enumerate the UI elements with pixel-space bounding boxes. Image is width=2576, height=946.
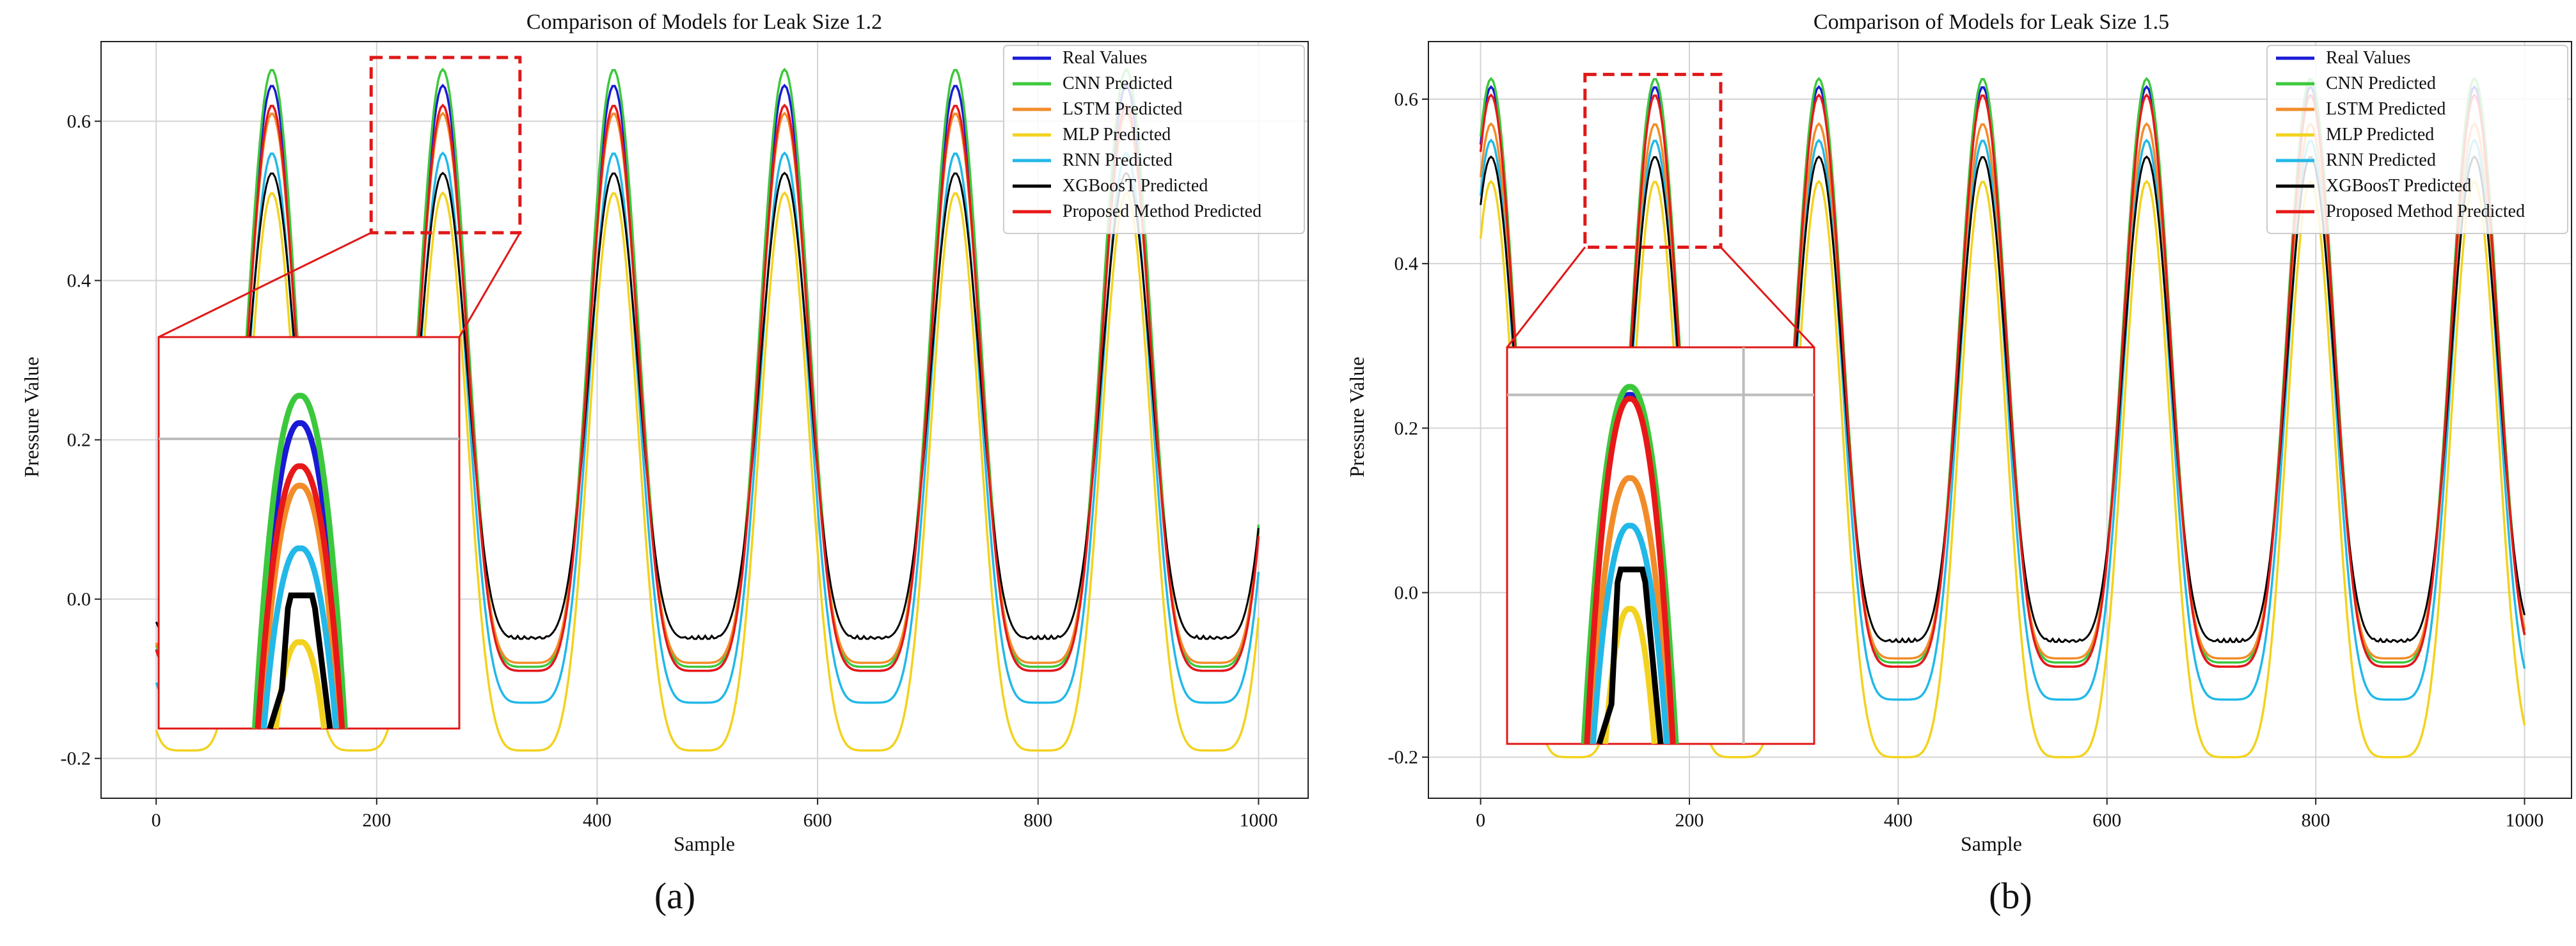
zoom-connector: [1719, 246, 1815, 349]
inset-curve-rnn-predicted: [261, 545, 339, 729]
y-axis-label: Pressure Value: [20, 357, 43, 478]
y-tick-label: 0.0: [67, 589, 91, 610]
legend-label: CNN Predicted: [1063, 74, 1173, 93]
x-axis-label: Sample: [1961, 832, 2022, 855]
series-line-mlp-predicted: [1479, 179, 2526, 759]
legend-label: LSTM Predicted: [1063, 99, 1182, 119]
inset-box: [157, 336, 461, 730]
legend-label: XGBoosT Predicted: [1063, 176, 1208, 196]
x-tick-label: 200: [362, 810, 391, 831]
y-tick-label: 0.0: [1395, 583, 1419, 604]
y-tick-label: 0.2: [67, 430, 91, 451]
y-tick-label: 0.6: [67, 111, 91, 132]
y-ticks: -0.2 0.0 0.2 0.4 0.6: [1388, 89, 1428, 768]
legend-label: MLP Predicted: [1063, 125, 1171, 145]
legend-label: RNN Predicted: [1063, 150, 1173, 170]
x-tick-label: 0: [1476, 810, 1485, 831]
chart-title: Comparison of Models for Leak Size 1.5: [1813, 10, 2169, 34]
zoom-inset: [1506, 72, 1815, 745]
inset-curve-lstm-predicted: [1587, 475, 1673, 745]
plot-frame: [100, 41, 1309, 799]
legend-label: Real Values: [1063, 48, 1147, 68]
y-tick-label: -0.2: [61, 748, 91, 769]
legend-label: MLP Predicted: [2326, 125, 2434, 145]
legend: Real Values CNN Predicted LSTM Predicted ML…: [2266, 45, 2568, 234]
x-tick-label: 400: [1884, 810, 1913, 831]
legend-box: [2266, 45, 2568, 234]
legend-label: CNN Predicted: [2326, 74, 2436, 93]
y-tick-label: 0.4: [1395, 253, 1419, 274]
inset-curve-proposed-method-predicted: [255, 463, 345, 729]
x-ticks: 0 200 400 600 800 1000: [1476, 798, 2544, 831]
x-tick-label: 800: [2302, 810, 2330, 831]
series-line-mlp-predicted: [155, 191, 1260, 752]
x-tick-label: 600: [2092, 810, 2121, 831]
chart-title: Comparison of Models for Leak Size 1.2: [526, 10, 882, 34]
inset-curve-lstm-predicted: [258, 483, 342, 729]
y-axis-label: Pressure Value: [1345, 357, 1368, 478]
legend-label: RNN Predicted: [2326, 150, 2436, 170]
y-ticks: -0.2 0.0 0.2 0.4 0.6: [61, 111, 101, 769]
zoom-connector: [458, 232, 521, 338]
inset-curve-xgboost-predicted: [1596, 566, 1664, 745]
panel-label: (a): [654, 875, 695, 917]
inset-curve-rnn-predicted: [1590, 523, 1670, 745]
x-axis-label: Sample: [674, 832, 735, 855]
x-tick-label: 600: [803, 810, 832, 831]
zoom-inset: [157, 56, 522, 730]
panel-b: Comparison of Models for Leak Size 1.5 P…: [1345, 10, 2572, 917]
legend-box: [1003, 45, 1305, 234]
zoom-region-box: [1583, 72, 1723, 249]
x-tick-label: 200: [1675, 810, 1703, 831]
panel-a: Comparison of Models for Leak Size 1.2 P…: [20, 10, 1309, 917]
legend-label: Real Values: [2326, 48, 2410, 68]
series-lines: [1479, 77, 2526, 759]
zoom-connector: [158, 232, 372, 338]
y-tick-label: 0.6: [1395, 89, 1419, 110]
y-tick-label: -0.2: [1388, 747, 1419, 768]
x-tick-label: 1000: [2506, 810, 2544, 831]
x-tick-label: 400: [583, 810, 612, 831]
legend-label: Proposed Method Predicted: [1063, 201, 1261, 221]
zoom-connector: [1506, 246, 1586, 348]
legend-label: Proposed Method Predicted: [2326, 201, 2525, 221]
plot-frame: [1428, 41, 2572, 799]
x-ticks: 0 200 400 600 800 1000: [152, 798, 1277, 831]
legend-label: XGBoosT Predicted: [2326, 176, 2471, 196]
legend: Real Values CNN Predicted LSTM Predicted ML…: [1003, 45, 1305, 234]
zoom-region-box: [369, 56, 522, 235]
inset-curve-proposed-method-predicted: [1584, 396, 1676, 745]
x-tick-label: 800: [1023, 810, 1052, 831]
inset-curve-xgboost-predicted: [267, 592, 333, 730]
panel-label: (b): [1989, 875, 2032, 917]
x-tick-label: 1000: [1239, 810, 1277, 831]
inset-curve-cnn-predicted: [251, 393, 348, 729]
y-tick-label: 0.4: [67, 271, 91, 292]
series-line-proposed-method-predicted: [1479, 93, 2526, 668]
y-tick-label: 0.2: [1395, 418, 1419, 439]
x-tick-label: 0: [152, 810, 161, 831]
legend-label: LSTM Predicted: [2326, 99, 2446, 119]
